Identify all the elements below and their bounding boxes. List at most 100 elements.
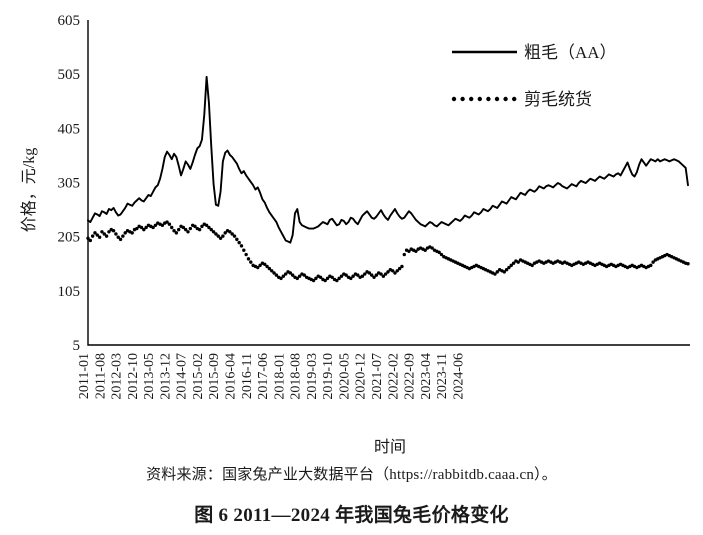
data-series-layer (86, 75, 690, 283)
x-tick-label: 2011-08 (93, 353, 108, 399)
data-point (100, 230, 104, 234)
data-point (188, 226, 193, 231)
x-tick-label: 2020-12 (354, 353, 369, 400)
x-tick-label: 2016-11 (240, 353, 255, 399)
data-point (258, 263, 262, 268)
data-point (174, 231, 179, 235)
data-point (516, 260, 520, 264)
data-point (407, 249, 411, 253)
data-point (651, 260, 655, 264)
data-point (270, 269, 274, 273)
data-point (239, 244, 244, 248)
data-point (230, 232, 234, 236)
legend-dot (477, 96, 482, 102)
data-point (211, 230, 216, 234)
data-point (295, 276, 299, 281)
x-tick-label: 2018-01 (272, 353, 287, 400)
x-tick-label: 2021-07 (370, 353, 385, 400)
data-point (390, 269, 395, 273)
data-point (356, 273, 360, 277)
data-point (242, 248, 246, 252)
legend-dot (503, 96, 508, 102)
data-point (493, 272, 497, 276)
data-point (244, 252, 248, 257)
x-tick-label: 2019-03 (305, 353, 320, 400)
x-tick-label: 2024-06 (451, 353, 466, 400)
data-point (686, 262, 690, 266)
data-point (325, 276, 330, 281)
data-point (379, 272, 383, 276)
data-point (86, 236, 90, 240)
data-point (88, 238, 93, 243)
figure-caption: 图 6 2011—2024 年我国兔毛价格变化 (194, 505, 509, 526)
data-point (246, 257, 251, 261)
data-point (423, 248, 427, 252)
data-point (509, 263, 513, 268)
data-point (160, 223, 165, 227)
y-tick-label: 105 (58, 284, 81, 300)
x-tick-label: 2015-02 (191, 353, 206, 400)
data-point (97, 235, 102, 239)
data-point (172, 229, 176, 233)
data-point (118, 237, 123, 242)
data-point (530, 263, 534, 268)
data-point (288, 271, 293, 275)
y-tick-label: 505 (58, 67, 81, 83)
price-chart: 5 105 205 305 405 505 605 2011-01 2011-08 2012-0… (20, 13, 690, 456)
data-point (207, 225, 211, 230)
data-point (204, 223, 209, 227)
data-point (337, 276, 341, 281)
data-point (235, 237, 239, 242)
legend-swatch-dotted (451, 96, 517, 102)
data-point (314, 276, 318, 281)
chart-legend: 粗毛（AA） 剪毛统货 (451, 43, 617, 109)
data-point (228, 230, 232, 234)
data-point (335, 278, 339, 283)
y-axis-tick-labels: 5 105 205 305 405 505 605 (58, 13, 81, 354)
data-point (123, 231, 127, 235)
x-tick-label: 2022-09 (403, 353, 418, 400)
data-point (200, 224, 204, 229)
data-point (214, 232, 218, 236)
data-point (221, 234, 225, 238)
data-point (249, 260, 253, 264)
data-point (402, 252, 406, 257)
data-point (232, 234, 237, 238)
data-point (311, 278, 316, 283)
data-point (167, 222, 172, 226)
data-point (223, 231, 227, 235)
data-point (502, 270, 506, 274)
data-point (351, 274, 355, 278)
data-point (265, 264, 269, 269)
data-point (504, 268, 509, 272)
data-point (139, 225, 144, 230)
x-tick-label: 2013-12 (158, 353, 173, 400)
legend-label-0: 粗毛（AA） (524, 43, 617, 62)
data-point (104, 234, 109, 238)
y-tick-label: 405 (58, 121, 81, 137)
data-point (170, 225, 174, 230)
x-tick-label: 2019-10 (321, 353, 336, 400)
data-point (177, 227, 181, 232)
data-point (290, 273, 295, 277)
legend-label-1: 剪毛统货 (524, 90, 592, 109)
data-point (363, 272, 367, 276)
x-tick-label: 2022-02 (386, 353, 401, 400)
data-point (183, 227, 188, 232)
data-point (121, 234, 125, 238)
data-point (349, 276, 353, 281)
data-point (437, 250, 441, 255)
y-tick-label: 205 (58, 230, 81, 246)
y-axis-title: 价格，元/kg (20, 148, 38, 232)
data-point (381, 274, 386, 278)
series-line-0 (87, 75, 689, 244)
data-point (495, 270, 499, 274)
data-point (153, 223, 158, 227)
data-point (414, 249, 418, 253)
data-point (209, 227, 213, 232)
data-point (344, 273, 348, 277)
data-point (151, 225, 155, 230)
data-point (372, 275, 376, 279)
data-point (218, 236, 223, 240)
